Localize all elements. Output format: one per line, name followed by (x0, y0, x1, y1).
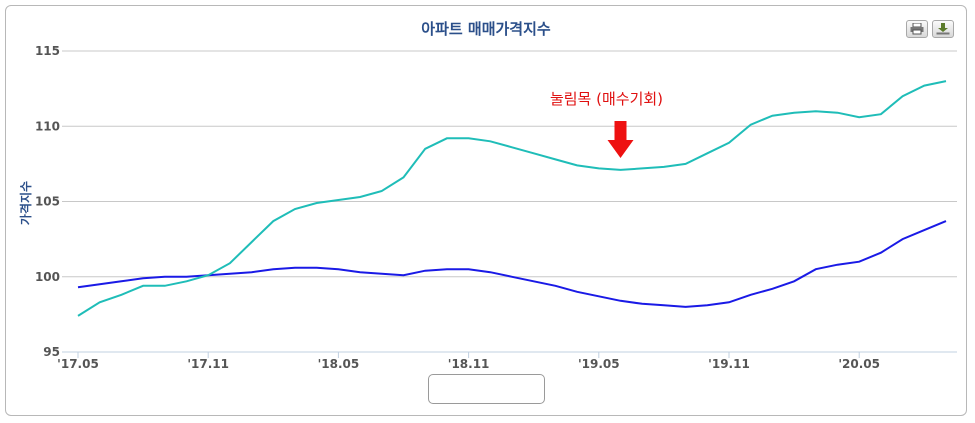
x-tick-label: '19.11 (708, 357, 750, 371)
annotation: 눌림목 (매수기회) (550, 90, 663, 158)
download-button[interactable] (932, 20, 954, 38)
chart-title: 아파트 매매가격지수 (421, 20, 551, 38)
download-icon (936, 23, 950, 35)
x-tick-label: '17.05 (57, 357, 99, 371)
print-button[interactable] (906, 20, 928, 38)
chart-frame (5, 5, 967, 416)
down-arrow-icon (607, 121, 634, 158)
y-tick-label: 115 (35, 44, 60, 58)
series-lines (77, 80, 947, 317)
series-line-서울 (77, 80, 947, 317)
printer-icon (910, 23, 924, 35)
annotation-text: 눌림목 (매수기회) (550, 90, 663, 108)
grid (62, 50, 957, 353)
series-line-전국 (77, 220, 947, 308)
x-tick-label: '18.05 (318, 357, 360, 371)
x-tick-label: '18.11 (448, 357, 490, 371)
x-axis-ticks: '17.05 '17.11 '18.05 '18.11 '19.05 '19.11 '20.… (57, 352, 880, 371)
x-tick-label: '20.05 (838, 357, 880, 371)
y-tick-label: 105 (35, 195, 60, 209)
y-tick-label: 95 (43, 345, 60, 359)
y-tick-label: 100 (35, 270, 60, 284)
y-tick-label: 110 (35, 119, 60, 133)
y-axis-ticks: 95 100 105 110 115 (35, 44, 60, 359)
y-axis-label: 가격지수 (18, 181, 33, 225)
legend-box[interactable] (428, 374, 545, 404)
x-tick-label: '19.05 (578, 357, 620, 371)
x-tick-label: '17.11 (187, 357, 229, 371)
